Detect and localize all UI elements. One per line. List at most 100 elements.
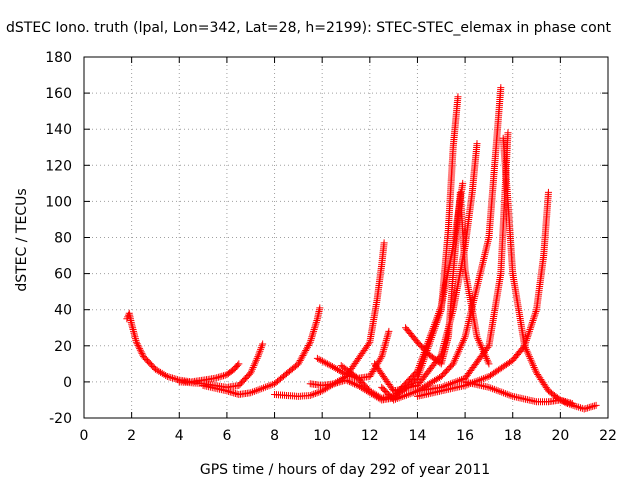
tick-labels: 0 2 4 6 8 10 12 14 16 18 20 22 -20 0 20 40 60 80 100 120 140… <box>45 50 617 444</box>
data-marker <box>492 386 500 394</box>
data-marker <box>390 396 398 404</box>
data-marker <box>529 317 537 325</box>
data-marker <box>132 338 140 346</box>
data-marker <box>170 375 178 383</box>
y-tick-label: 120 <box>45 158 72 174</box>
data-marker <box>313 354 321 362</box>
x-tick-label: 18 <box>504 428 522 444</box>
data-marker <box>484 358 492 366</box>
data-marker <box>310 390 318 398</box>
y-tick-label: -20 <box>49 411 72 427</box>
data-marker <box>379 349 387 357</box>
data-marker <box>592 401 600 409</box>
data-marker <box>213 374 221 382</box>
data-marker <box>258 385 266 393</box>
data-marker <box>522 336 530 344</box>
data-marker <box>383 333 391 341</box>
data-marker <box>162 371 170 379</box>
data-marker <box>483 373 491 381</box>
data-marker <box>172 375 180 383</box>
data-marker <box>383 335 391 343</box>
data-marker <box>402 391 410 399</box>
data-marker <box>257 344 265 352</box>
data-marker <box>385 327 393 335</box>
data-marker <box>380 239 388 247</box>
x-tick-label: 2 <box>127 428 136 444</box>
data-marker <box>306 391 314 399</box>
data-marker <box>351 380 359 388</box>
data-marker <box>528 318 536 326</box>
data-marker <box>453 351 461 359</box>
x-tick-label: 10 <box>313 428 331 444</box>
data-marker <box>307 336 315 344</box>
chart-title: dSTEC Iono. truth (lpal, Lon=342, Lat=28… <box>6 20 612 36</box>
data-marker <box>544 188 552 196</box>
data-marker <box>498 388 506 396</box>
data-marker <box>167 374 175 382</box>
data-marker <box>523 335 531 343</box>
data-marker <box>563 398 571 406</box>
data-marker <box>332 379 340 387</box>
data-marker <box>133 340 141 348</box>
data-marker <box>165 373 173 381</box>
data-marker <box>528 358 536 366</box>
data-marker <box>575 403 583 411</box>
data-marker <box>378 351 386 359</box>
data-marker <box>312 320 320 328</box>
y-axis-label: dSTEC / TECUs <box>14 188 30 292</box>
data-marker <box>376 393 384 401</box>
data-marker <box>223 387 231 395</box>
data-marker <box>316 388 324 396</box>
data-marker <box>261 383 269 391</box>
data-marker <box>211 374 219 382</box>
data-marker <box>404 390 412 398</box>
y-tick-label: 0 <box>63 375 72 391</box>
data-marker <box>391 395 399 403</box>
data-marker <box>247 389 255 397</box>
data-marker <box>481 374 489 382</box>
data-marker <box>251 358 259 366</box>
data-marker <box>483 356 491 364</box>
data-marker <box>450 358 458 366</box>
x-tick-label: 12 <box>361 428 379 444</box>
data-marker <box>473 140 481 148</box>
data-marker <box>137 348 145 356</box>
data-marker <box>408 389 416 397</box>
data-marker <box>253 354 261 362</box>
data-marker <box>316 304 324 312</box>
data-marker <box>584 404 592 412</box>
data-marker <box>318 357 326 365</box>
data-marker <box>523 347 531 355</box>
data-marker <box>263 382 271 390</box>
data-marker <box>490 385 498 393</box>
data-marker <box>315 388 323 396</box>
data-marker <box>389 385 397 393</box>
data-marker <box>220 372 228 380</box>
data-marker <box>456 376 464 384</box>
data-marker <box>377 354 385 362</box>
data-marker <box>257 345 265 353</box>
y-tick-label: 60 <box>54 267 72 283</box>
data-marker <box>311 322 319 330</box>
data-marker <box>325 361 333 369</box>
data-marker <box>397 393 405 401</box>
data-marker <box>134 341 142 349</box>
x-tick-label: 0 <box>80 428 89 444</box>
data-marker <box>479 375 487 383</box>
data-marker <box>310 327 318 335</box>
data-marker <box>521 342 529 350</box>
data-marker <box>250 362 258 370</box>
data-marker <box>305 340 313 348</box>
data-marker <box>252 356 260 364</box>
data-marker <box>226 388 234 396</box>
data-marker <box>254 353 262 361</box>
data-marker <box>320 358 328 366</box>
data-marker <box>525 329 533 337</box>
data-marker <box>259 340 267 348</box>
data-marker <box>311 324 319 332</box>
data-marker <box>333 379 341 387</box>
data-marker <box>496 387 504 395</box>
data-marker <box>457 376 465 384</box>
data-marker <box>449 360 457 368</box>
data-marker <box>489 385 497 393</box>
